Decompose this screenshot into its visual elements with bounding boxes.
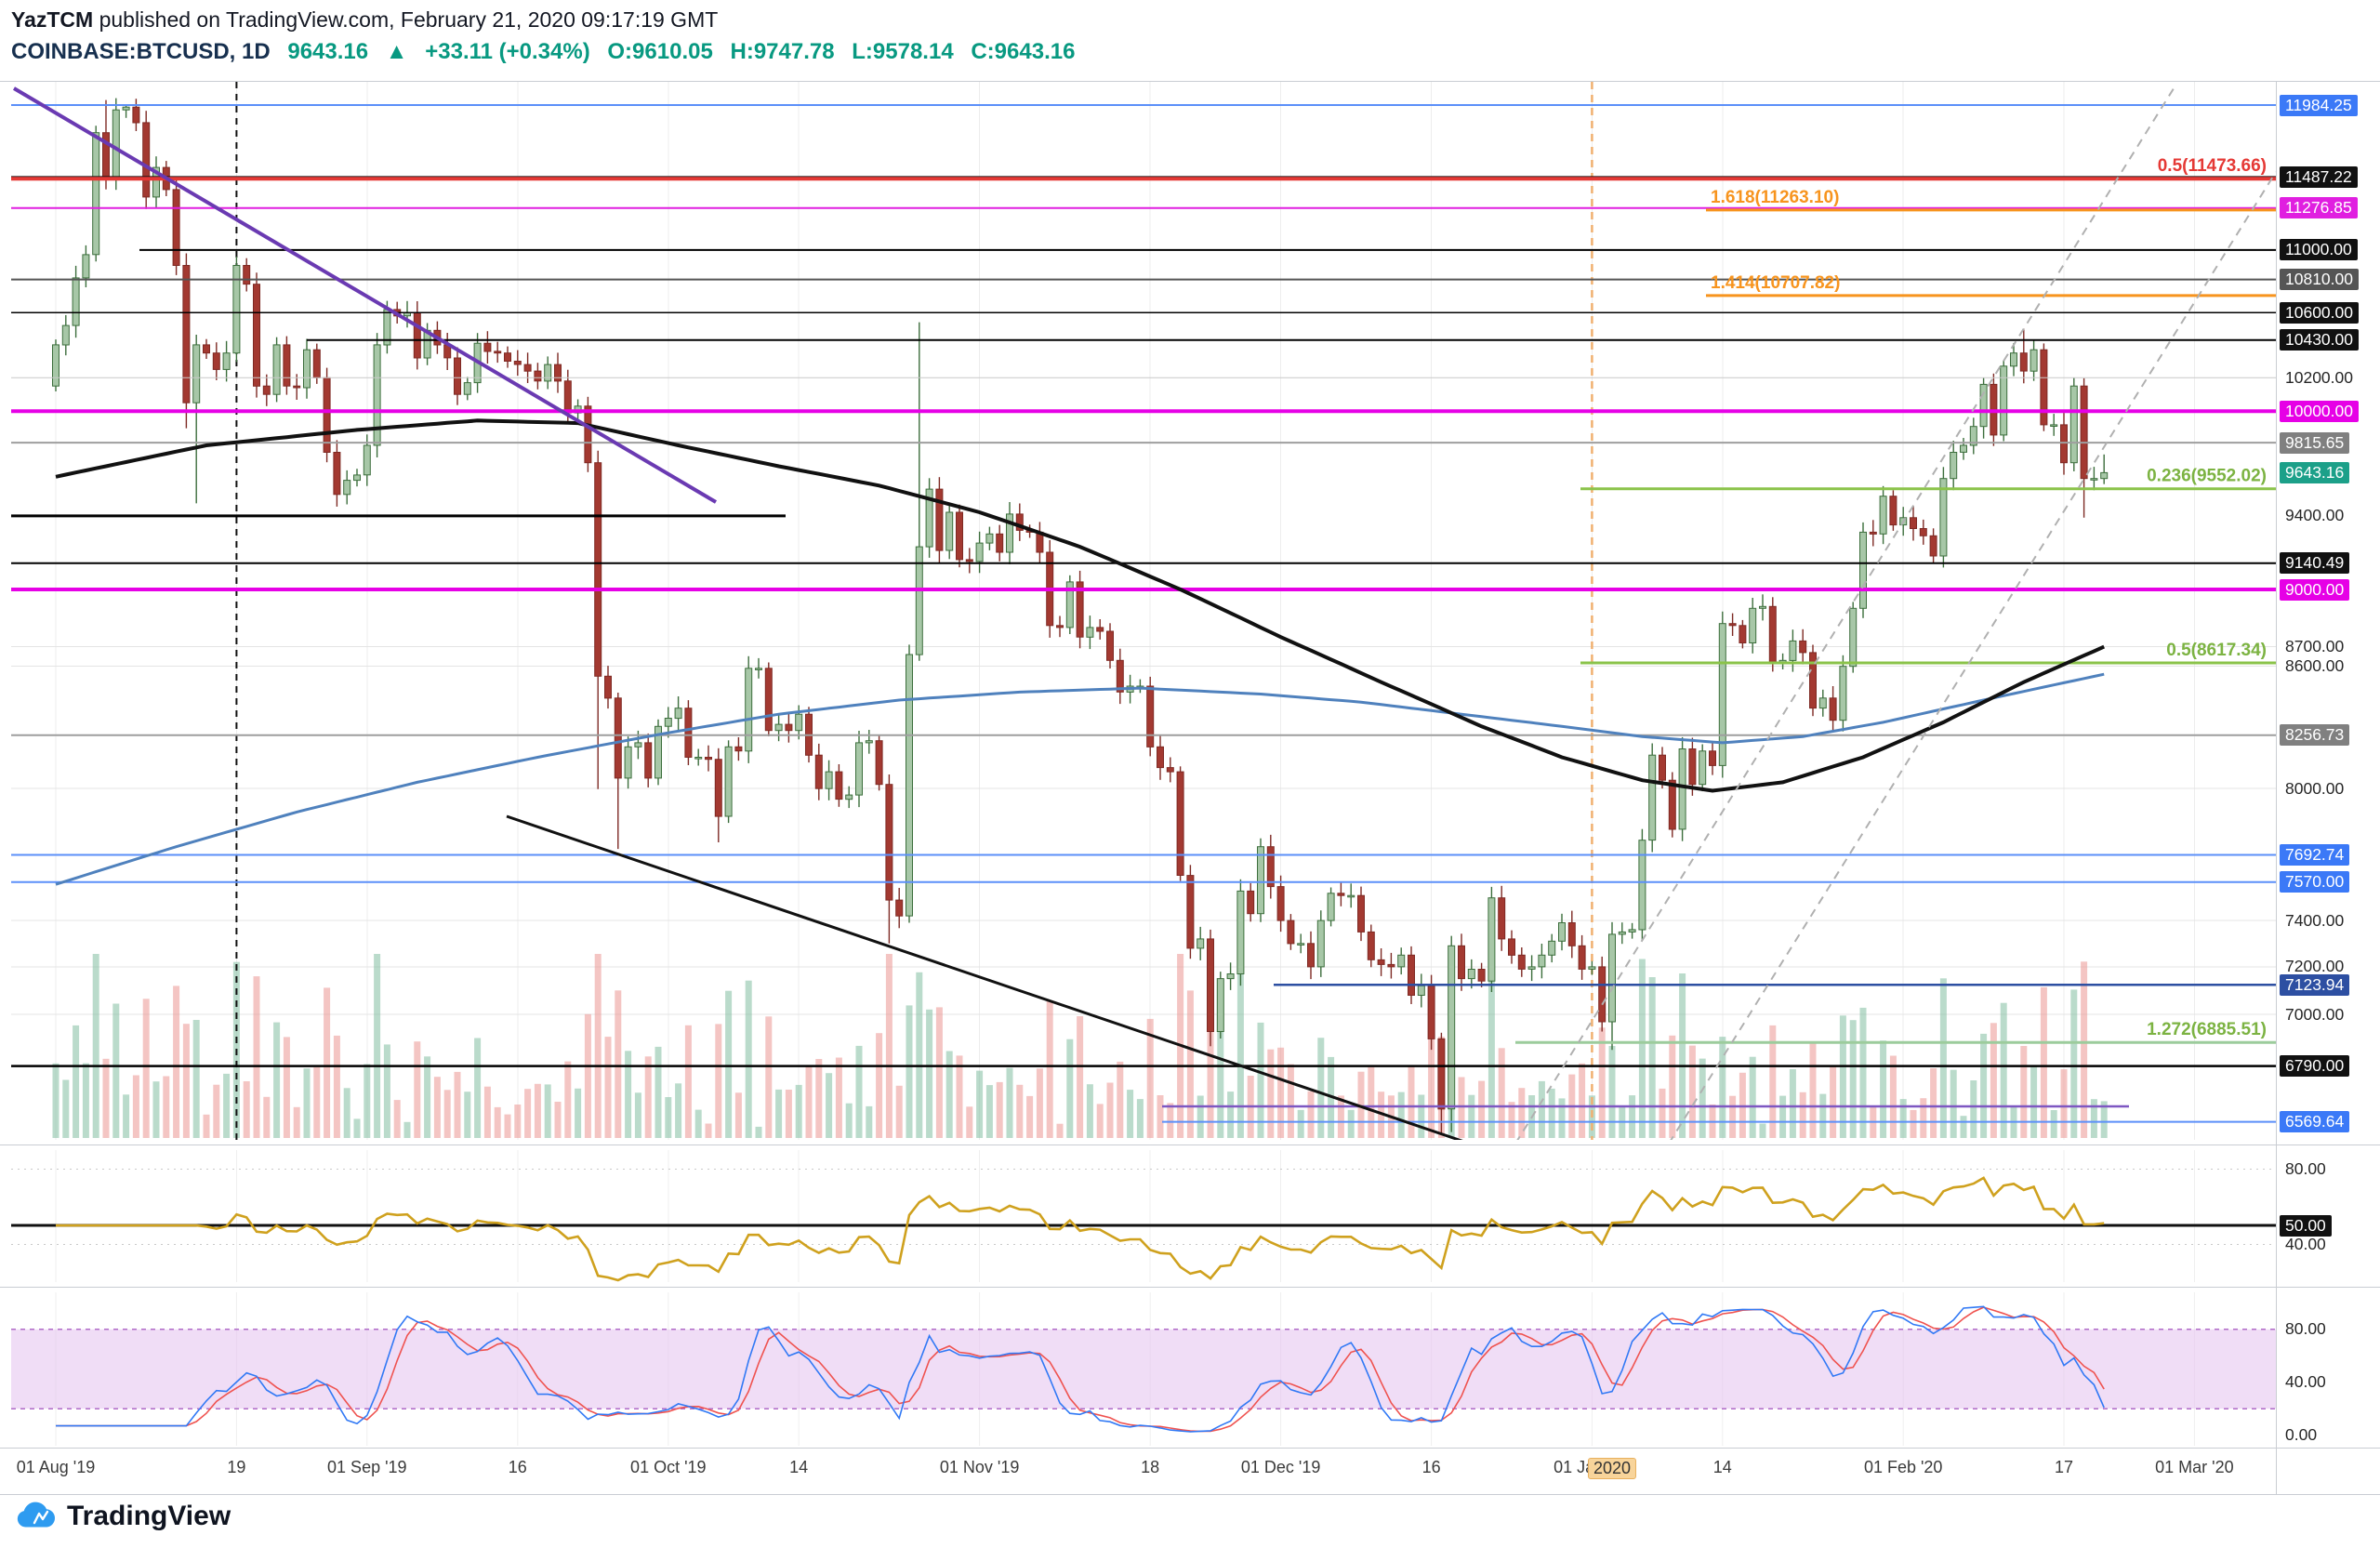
stoch-k-line [56, 1305, 2105, 1433]
stochastic-pane[interactable] [0, 1292, 2276, 1446]
stoch-grid [11, 1292, 2276, 1446]
time-axis-border-top [0, 1448, 2380, 1449]
price-axis-label: 7200.00 [2285, 957, 2345, 976]
pane-divider-1 [0, 1144, 2380, 1145]
time-axis-label: 19 [227, 1458, 246, 1476]
rsi-axis-label: 50.00 [2280, 1214, 2332, 1237]
price-axis-border [2276, 82, 2277, 1494]
price-axis-label: 9000.00 [2280, 578, 2350, 601]
price-axis-label: 11984.25 [2280, 94, 2358, 116]
price-axis-label: 9815.65 [2280, 431, 2350, 454]
price-axis-label: 11276.85 [2280, 197, 2358, 219]
price-axis-label: 9643.16 [2280, 461, 2350, 483]
high-value: 9747.78 [753, 39, 835, 64]
brand-wordmark: TradingView [67, 1501, 231, 1531]
time-axis-label: 14 [789, 1458, 809, 1476]
stoch-axis-label: 0.00 [2285, 1425, 2318, 1445]
volume-series [52, 954, 2108, 1138]
price-axis-label: 9400.00 [2285, 506, 2345, 525]
year-change-label: 2020 [1587, 1458, 1637, 1479]
svg-text:1.618(11263.10): 1.618(11263.10) [1711, 188, 1839, 207]
symbol-info-line: COINBASE:BTCUSD, 1D 9643.16 ▲ +33.11 (+0… [11, 39, 1075, 65]
fib-labels: 0.5(11473.66) 1.618(11263.10) 1.414(10707.… [1711, 156, 2267, 1039]
close-label: C: [971, 39, 995, 64]
price-axis-label: 11000.00 [2280, 239, 2358, 261]
price-axis-label: 6569.64 [2280, 1111, 2350, 1133]
time-axis-label: 17 [2054, 1458, 2074, 1476]
rsi-grid [11, 1150, 2276, 1282]
svg-text:0.5(11473.66): 0.5(11473.66) [2158, 156, 2267, 176]
candlestick-series [52, 98, 2109, 1135]
time-axis-label: 16 [508, 1458, 527, 1476]
time-axis-label: 01 Dec '19 [1240, 1458, 1321, 1476]
price-axis-label: 7123.94 [2280, 973, 2350, 996]
stoch-axis-label: 80.00 [2285, 1319, 2326, 1339]
low-value: 9578.14 [872, 39, 954, 64]
tradingview-cloud-icon [17, 1502, 55, 1528]
price-axis-label: 8256.73 [2280, 724, 2350, 747]
svg-text:0.236(9552.02): 0.236(9552.02) [2147, 467, 2267, 486]
time-axis-label: 01 Oct '19 [630, 1458, 707, 1476]
price-axis-label: 8000.00 [2285, 778, 2345, 798]
author-name: YazTCM [11, 7, 94, 32]
svg-text:0.5(8617.34): 0.5(8617.34) [2166, 641, 2267, 660]
vertical-gridlines [11, 82, 2276, 1140]
price-axis-label: 7400.00 [2285, 910, 2345, 930]
price-axis-label: 8600.00 [2285, 656, 2345, 676]
svg-text:1.272(6885.51): 1.272(6885.51) [2147, 1020, 2267, 1039]
time-axis-label: 01 Nov '19 [939, 1458, 1020, 1476]
time-axis-label: 16 [1421, 1458, 1441, 1476]
close-value: 9643.16 [994, 39, 1076, 64]
rsi-line [56, 1176, 2105, 1282]
tradingview-logo[interactable]: TradingView [15, 1501, 231, 1532]
last-price: 9643.16 [287, 39, 369, 64]
low-label: L: [852, 39, 873, 64]
price-change: +33.11 (+0.34%) [425, 39, 590, 64]
stoch-axis-label: 40.00 [2285, 1372, 2326, 1392]
price-axis-label: 10000.00 [2280, 400, 2359, 422]
price-axis-label: 10810.00 [2280, 269, 2359, 291]
rsi-axis-label: 40.00 [2285, 1234, 2326, 1253]
rsi-pane[interactable] [0, 1150, 2276, 1282]
pane-divider-top [0, 81, 2380, 82]
ma-blue-line [55, 672, 2105, 886]
ma-black-line [55, 418, 2106, 793]
publish-info: published on TradingView.com, February 2… [93, 7, 719, 32]
high-label: H: [730, 39, 754, 64]
symbol-name: COINBASE:BTCUSD, 1D [11, 39, 271, 64]
time-axis-label: 01 Aug '19 [16, 1458, 96, 1476]
time-axis-label: 01 Mar '20 [2155, 1458, 2234, 1476]
price-axis-label: 10600.00 [2280, 301, 2359, 324]
trendlines [12, 85, 2276, 1140]
pane-divider-2 [0, 1287, 2380, 1288]
svg-text:1.414(10707.82): 1.414(10707.82) [1711, 273, 1840, 293]
change-arrow-icon: ▲ [385, 39, 408, 64]
price-axis-label: 6790.00 [2280, 1055, 2350, 1078]
price-axis-label: 7000.00 [2285, 1004, 2345, 1024]
price-axis-label: 8700.00 [2285, 637, 2345, 656]
price-axis-label: 10430.00 [2280, 329, 2359, 351]
time-axis-border-bottom [0, 1494, 2380, 1495]
time-axis-label: 01 Sep '19 [327, 1458, 407, 1476]
main-price-pane[interactable]: 0.5(11473.66) 1.618(11263.10) 1.414(10707.… [0, 82, 2276, 1140]
time-axis-label: 18 [1141, 1458, 1160, 1476]
stoch-band [11, 1329, 2276, 1409]
event-vlines [235, 82, 1593, 1140]
price-axis-label: 10200.00 [2285, 367, 2353, 387]
price-axis-label: 11487.22 [2280, 165, 2358, 188]
publish-header: YazTCM published on TradingView.com, Feb… [11, 7, 718, 33]
rsi-axis-label: 80.00 [2285, 1158, 2326, 1178]
time-axis-label: 14 [1712, 1458, 1732, 1476]
open-value: 9610.05 [632, 39, 713, 64]
horizontal-levels [11, 104, 2276, 1123]
price-axis-label: 9140.49 [2280, 552, 2350, 575]
open-label: O: [607, 39, 633, 64]
price-axis-label: 7570.00 [2280, 871, 2350, 893]
price-axis-label: 7692.74 [2280, 844, 2350, 866]
time-axis-label: 01 Feb '20 [1863, 1458, 1943, 1476]
